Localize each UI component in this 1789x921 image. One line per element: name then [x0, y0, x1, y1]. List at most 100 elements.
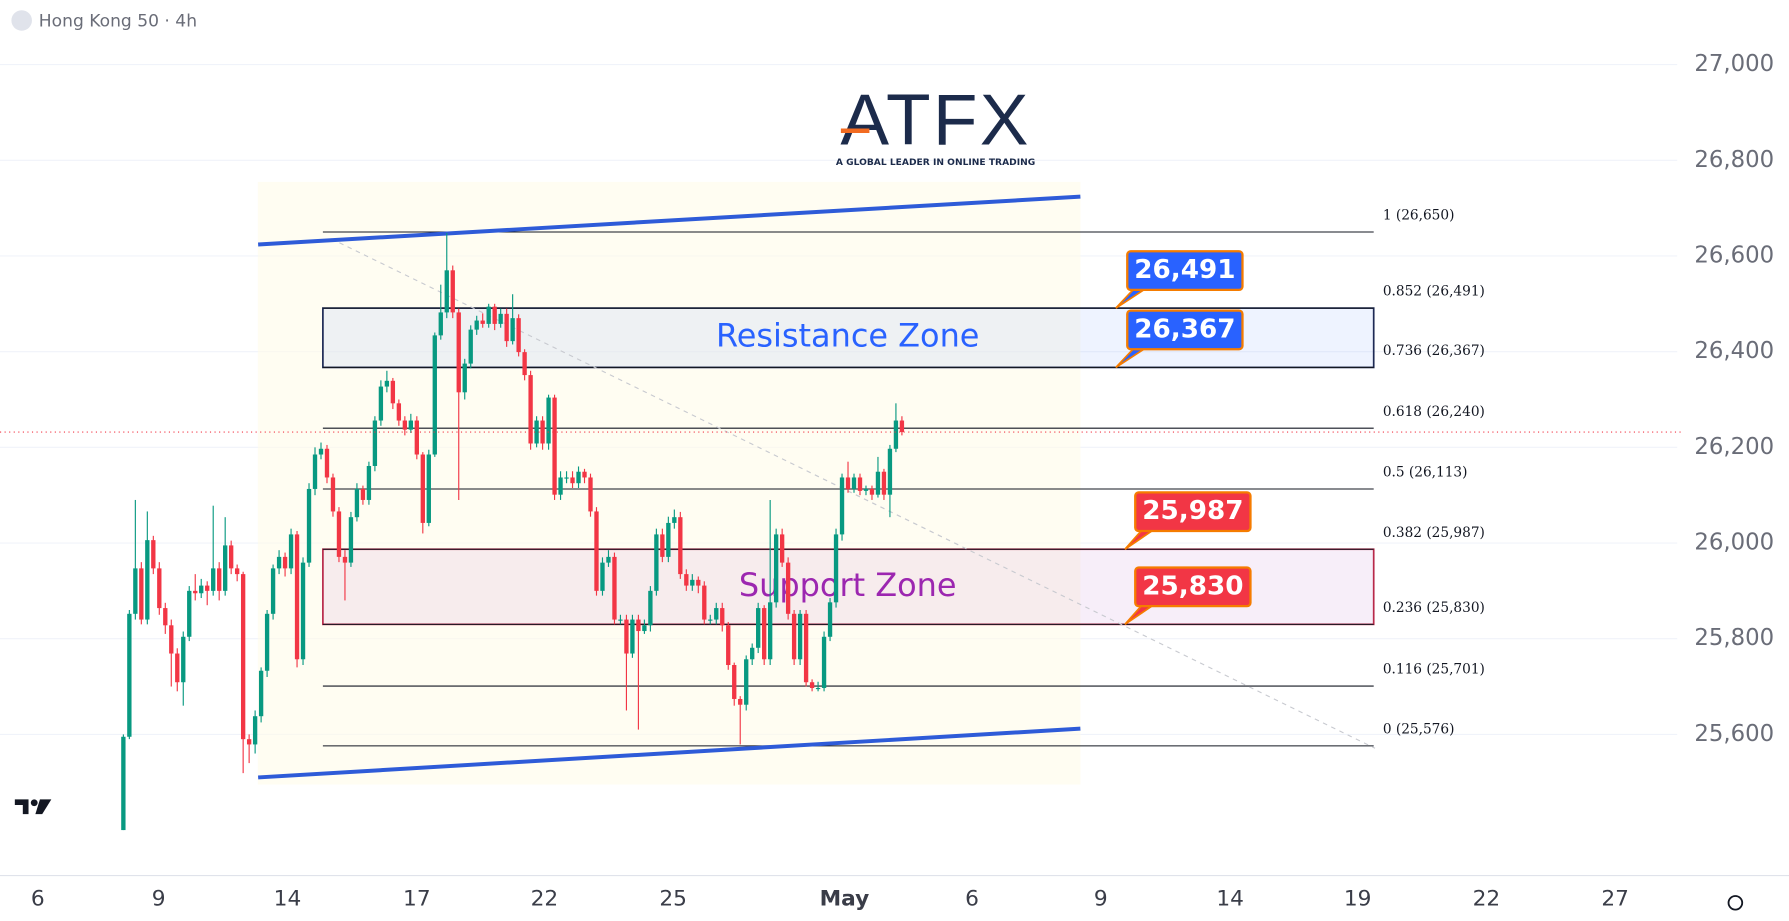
candle-body	[672, 517, 677, 523]
candle-body	[714, 608, 719, 620]
candle-body	[217, 568, 222, 591]
fib-label: 0.116 (25,701)	[1383, 662, 1485, 678]
candle-body	[492, 306, 497, 324]
candle-body	[330, 477, 336, 512]
x-tick-label: 22	[1473, 886, 1501, 911]
candle-body	[797, 613, 803, 660]
candle-body	[234, 568, 240, 575]
candle-body	[294, 534, 300, 660]
candle-body	[396, 403, 402, 421]
candle-body	[636, 619, 641, 632]
candle-body	[839, 477, 845, 535]
candle-body	[630, 619, 635, 654]
y-tick-label: 25,800	[1694, 625, 1774, 651]
candle-body	[732, 665, 737, 699]
candle-body	[462, 363, 467, 393]
candle-body	[121, 736, 126, 831]
candle-body	[282, 556, 288, 569]
candle-body	[720, 608, 725, 626]
candle-body	[875, 471, 881, 495]
candle-body	[420, 454, 425, 523]
candle-body	[654, 534, 659, 591]
y-tick-label: 26,800	[1694, 147, 1774, 173]
candle-body	[540, 420, 545, 444]
candle-body	[666, 522, 671, 557]
candle-body	[845, 477, 851, 489]
fib-label: 0.852 (26,491)	[1383, 284, 1485, 300]
price-label-text: 25,987	[1142, 496, 1243, 526]
candle-body	[139, 568, 144, 620]
trend-line	[257, 726, 1081, 780]
candle-body	[480, 320, 485, 324]
candle-body	[570, 477, 575, 484]
candle-body	[833, 534, 839, 603]
candle-body	[252, 716, 258, 745]
fib-label: 0 (25,576)	[1383, 721, 1455, 737]
candle-body	[372, 420, 378, 466]
price-label-text: 25,830	[1142, 571, 1243, 601]
y-tick-label: 25,600	[1694, 721, 1774, 747]
candle-body	[702, 585, 707, 620]
symbol-icon	[11, 10, 32, 31]
candle-body	[612, 556, 617, 620]
candle-body	[229, 545, 234, 569]
candle-body	[187, 590, 192, 637]
candle-body	[258, 670, 264, 717]
candle-body	[899, 420, 905, 433]
candle-body	[528, 375, 533, 444]
y-tick-label: 26,600	[1694, 242, 1774, 268]
candle-body	[815, 687, 821, 690]
candle-body	[468, 329, 473, 364]
candle-body	[163, 608, 168, 626]
candle-body	[642, 625, 647, 632]
candle-body	[678, 517, 683, 575]
candle-body	[438, 312, 443, 336]
fib-label: 0.236 (25,830)	[1383, 600, 1485, 616]
candle-body	[211, 568, 216, 591]
candle-body	[432, 335, 437, 455]
zone-label: Support Zone	[739, 566, 957, 604]
candle-body	[408, 420, 414, 430]
logo-mark	[30, 799, 38, 807]
candle-body	[133, 568, 138, 614]
candle-body	[869, 488, 875, 495]
candle-body	[157, 568, 162, 609]
candle-body	[276, 556, 282, 569]
settings-icon[interactable]	[1727, 895, 1744, 911]
candle-body	[288, 534, 294, 569]
candle-body	[624, 619, 629, 654]
candle-body	[199, 585, 204, 594]
candle-body	[606, 556, 611, 563]
candle-body	[821, 636, 827, 688]
x-tick-label: 25	[659, 886, 687, 911]
candle-body	[863, 488, 869, 491]
x-tick-label: 9	[152, 886, 166, 911]
candle-body	[690, 579, 695, 586]
candle-body	[851, 477, 857, 489]
candle-body	[660, 534, 665, 557]
candle-body	[205, 585, 210, 591]
candle-body	[522, 352, 527, 376]
symbol-title[interactable]: Hong Kong 50 · 4h	[39, 12, 197, 32]
candle-body	[510, 318, 515, 342]
candle-body	[324, 448, 330, 478]
fib-label: 0.736 (26,367)	[1383, 343, 1485, 359]
fib-label: 0.5 (26,113)	[1383, 465, 1468, 481]
tradingview-logo	[14, 799, 52, 815]
y-tick-label: 26,400	[1694, 338, 1774, 364]
candle-body	[145, 540, 150, 620]
candle-body	[336, 511, 342, 557]
candle-body	[750, 647, 755, 660]
candle-body	[648, 590, 653, 626]
candle-body	[726, 625, 731, 666]
trend-line	[258, 194, 1081, 247]
candle-body	[773, 534, 779, 603]
price-label-text: 26,491	[1134, 255, 1235, 285]
candle-body	[169, 625, 174, 654]
candle-body	[767, 602, 773, 660]
candle-body	[127, 613, 132, 737]
candle-body	[175, 653, 180, 683]
candle-body	[384, 380, 390, 387]
candle-body	[426, 454, 431, 523]
